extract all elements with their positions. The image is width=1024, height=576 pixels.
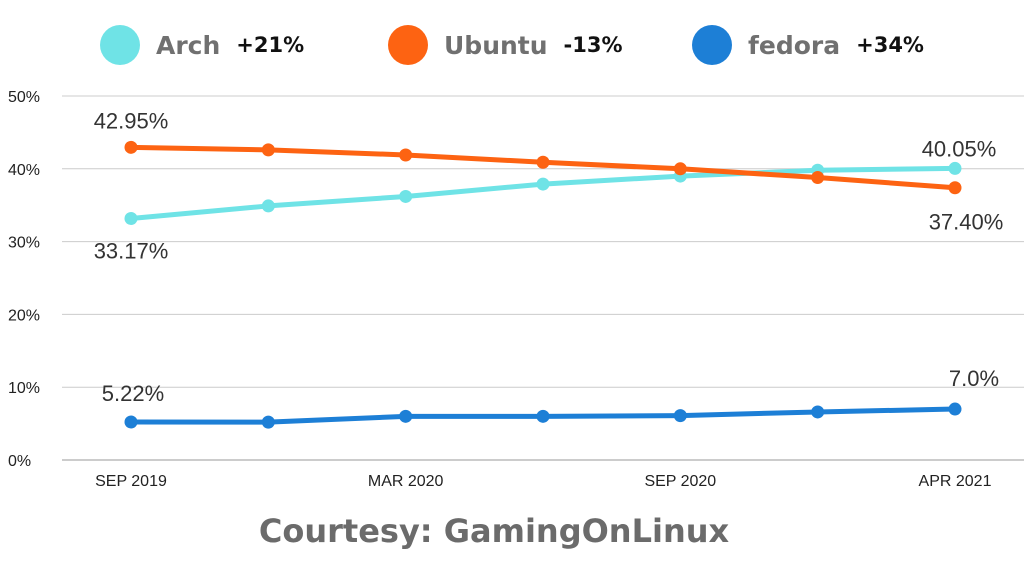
legend-item-ubuntu: Ubuntu -13% [388,22,623,68]
data-point-fedora [399,409,413,423]
y-tick-label: 0% [8,453,31,470]
data-label: 5.22% [102,381,164,406]
data-label: 40.05% [922,136,997,161]
data-point-fedora [811,405,825,419]
data-point-fedora [261,415,275,429]
data-point-ubuntu [948,181,962,195]
y-tick-label: 20% [8,307,40,324]
y-tick-label: 30% [8,235,40,252]
x-tick-label: SEP 2019 [95,473,167,490]
x-tick-label: SEP 2020 [644,473,716,490]
data-point-fedora [124,415,138,429]
data-label: 37.40% [929,210,1004,235]
legend-swatch-fedora [692,25,732,65]
credit-text: Courtesy: GamingOnLinux [258,512,730,550]
data-point-ubuntu [536,155,550,169]
data-point-ubuntu [124,140,138,154]
data-point-fedora [948,402,962,416]
x-tick-label: MAR 2020 [368,473,444,490]
x-tick-label: APR 2021 [919,473,992,490]
legend-swatch-ubuntu [388,25,428,65]
legend: Arch +21% Ubuntu -13% fedora +34% [0,22,1024,68]
legend-label-ubuntu: Ubuntu [444,30,548,60]
data-point-arch [536,177,550,191]
data-label: 33.17% [94,239,169,264]
data-point-ubuntu [811,171,825,185]
y-tick-label: 50% [8,89,40,106]
legend-item-fedora: fedora +34% [692,22,924,68]
legend-change-ubuntu: -13% [563,33,623,57]
data-label: 42.95% [94,108,169,133]
data-point-arch [261,199,275,213]
data-point-ubuntu [399,148,413,162]
data-point-arch [124,212,138,226]
legend-swatch-arch [100,25,140,65]
data-point-fedora [536,409,550,423]
y-tick-label: 40% [8,162,40,179]
legend-label-arch: Arch [156,30,221,60]
series-line-arch [128,165,958,222]
legend-change-arch: +21% [236,33,305,57]
legend-item-arch: Arch +21% [100,22,304,68]
data-point-ubuntu [673,162,687,176]
data-point-arch [948,161,962,175]
legend-label-fedora: fedora [748,30,841,60]
legend-change-fedora: +34% [856,33,924,57]
data-point-arch [399,189,413,203]
y-tick-label: 10% [8,380,40,397]
data-point-fedora [673,409,687,423]
data-point-ubuntu [261,143,275,157]
data-label: 7.0% [949,366,999,391]
